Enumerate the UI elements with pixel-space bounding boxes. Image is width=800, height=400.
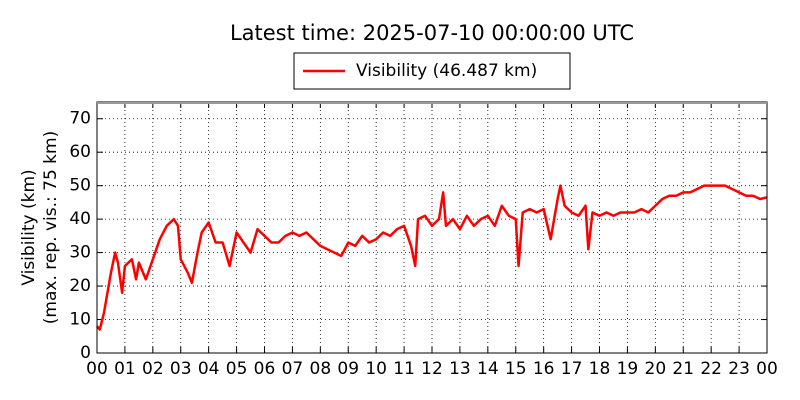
plot-frame [96,101,768,354]
x-tick-label: 17 [561,359,583,379]
x-tick-label: 00 [86,359,108,379]
x-tick-label: 18 [589,359,611,379]
x-tick-label: 05 [226,359,248,379]
x-tick-label: 13 [449,359,471,379]
y-tick-label: 40 [69,209,91,229]
x-tick-label: 01 [114,359,136,379]
x-tick-label: 23 [728,359,750,379]
x-tick-label: 03 [170,359,192,379]
x-tick-label: 19 [617,359,639,379]
x-tick-label: 16 [533,359,555,379]
chart-title: Latest time: 2025-07-10 00:00:00 UTC [230,21,634,45]
x-tick-label: 06 [254,359,276,379]
x-tick-label: 14 [477,359,499,379]
x-tick-label: 00 [756,359,778,379]
y-axis-label: Visibility (km) [19,169,39,285]
y-tick-label: 50 [69,176,91,196]
x-tick-label: 02 [142,359,164,379]
y-tick-label: 0 [80,343,91,363]
y-tick-label: 20 [69,276,91,296]
y-axis-label: (max. rep. vis.: 75 km) [41,131,61,324]
y-tick-label: 60 [69,142,91,162]
x-tick-label: 11 [393,359,415,379]
x-tick-label: 07 [282,359,304,379]
x-tick-label: 08 [310,359,332,379]
x-tick-label: 21 [672,359,694,379]
x-tick-label: 22 [700,359,722,379]
y-tick-label: 10 [69,310,91,330]
x-tick-label: 15 [505,359,527,379]
data-line [96,184,768,331]
y-tick-label: 70 [69,109,91,129]
legend-label: Visibility (46.487 km) [356,61,537,81]
x-tick-label: 10 [365,359,387,379]
x-tick-label: 20 [645,359,667,379]
y-tick-label: 30 [69,243,91,263]
x-tick-label: 12 [421,359,443,379]
x-tick-label: 09 [337,359,359,379]
x-tick-label: 04 [198,359,220,379]
